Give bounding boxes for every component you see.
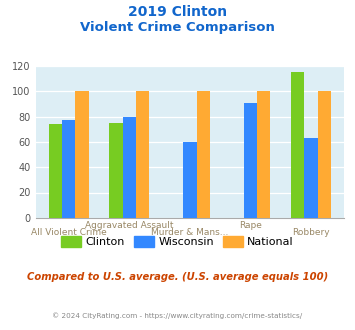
Bar bbox=[197, 91, 210, 218]
Text: Robbery: Robbery bbox=[292, 228, 330, 237]
Text: Murder & Mans...: Murder & Mans... bbox=[151, 228, 229, 237]
Bar bbox=[123, 116, 136, 218]
Text: Violent Crime Comparison: Violent Crime Comparison bbox=[80, 21, 275, 34]
Bar bbox=[304, 138, 318, 218]
Text: Compared to U.S. average. (U.S. average equals 100): Compared to U.S. average. (U.S. average … bbox=[27, 272, 328, 282]
Text: Rape: Rape bbox=[239, 221, 262, 230]
Bar bbox=[318, 91, 331, 218]
Bar bbox=[183, 142, 197, 218]
Bar bbox=[76, 91, 89, 218]
Bar bbox=[136, 91, 149, 218]
Bar bbox=[291, 72, 304, 218]
Legend: Clinton, Wisconsin, National: Clinton, Wisconsin, National bbox=[57, 232, 298, 251]
Text: Aggravated Assault: Aggravated Assault bbox=[85, 221, 174, 230]
Bar bbox=[244, 103, 257, 218]
Bar bbox=[257, 91, 271, 218]
Bar bbox=[62, 120, 76, 218]
Text: All Violent Crime: All Violent Crime bbox=[31, 228, 107, 237]
Text: 2019 Clinton: 2019 Clinton bbox=[128, 5, 227, 19]
Text: © 2024 CityRating.com - https://www.cityrating.com/crime-statistics/: © 2024 CityRating.com - https://www.city… bbox=[53, 312, 302, 318]
Bar bbox=[109, 123, 123, 218]
Bar bbox=[49, 124, 62, 218]
